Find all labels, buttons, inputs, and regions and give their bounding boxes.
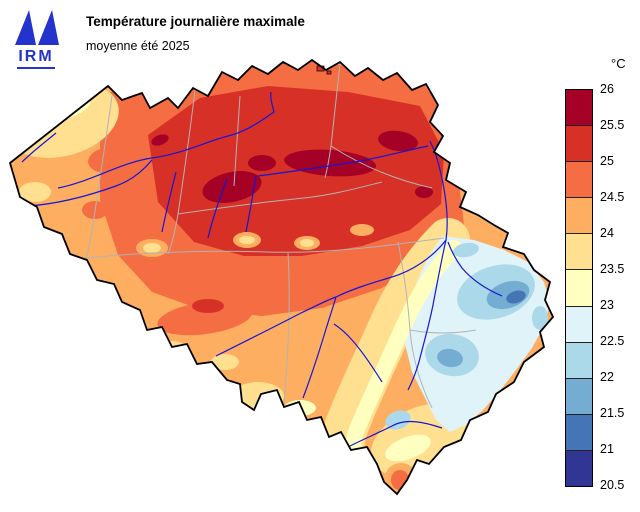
title-block: Température journalière maximale moyenne… (86, 8, 305, 53)
legend-tick-label: 22.5 (600, 334, 625, 348)
legend-unit-label: °C (611, 56, 626, 71)
legend-band (566, 377, 592, 414)
legend-tick-label: 20.5 (600, 478, 625, 492)
irm-logo-text: IRM (17, 48, 55, 69)
legend-band (566, 269, 592, 306)
legend: °C 26 25.5 25 24.5 24 23.5 23 22.5 22 21.5 21 20.5 (565, 56, 636, 492)
legend-tick-label: 21.5 (600, 406, 625, 420)
page-subtitle: moyenne été 2025 (86, 39, 190, 53)
legend-colorbar (565, 89, 593, 487)
rivers (21, 91, 503, 457)
legend-tick-label: 26 (600, 82, 614, 96)
temperature-contour-fills (10, 60, 550, 493)
legend-tick-label: 25 (600, 154, 614, 168)
legend-ticks: 26 25.5 25 24.5 24 23.5 23 22.5 22 21.5 21 20.5 (600, 82, 636, 492)
legend-tick-label: 23.5 (600, 262, 625, 276)
irm-logo: IRM (10, 8, 62, 69)
legend-band (566, 90, 592, 126)
legend-band (566, 449, 592, 487)
legend-tick-label: 21 (600, 442, 614, 456)
legend-body: 26 25.5 25 24.5 24 23.5 23 22.5 22 21.5 21 20.5 (565, 82, 636, 492)
page-title: Température journalière maximale (86, 14, 305, 29)
legend-band (566, 305, 592, 342)
province-borders (85, 63, 477, 409)
legend-tick-label: 22 (600, 370, 614, 384)
legend-band (566, 125, 592, 162)
legend-band (566, 197, 592, 234)
legend-band (566, 341, 592, 378)
legend-band (566, 413, 592, 450)
map-layers (10, 60, 553, 494)
legend-band (566, 161, 592, 198)
legend-tick-label: 24 (600, 226, 614, 240)
legend-band (566, 233, 592, 270)
irm-logo-icon (15, 10, 59, 45)
legend-tick-label: 23 (600, 298, 614, 312)
header: IRM Température journalière maximale moy… (10, 8, 305, 69)
legend-tick-label: 25.5 (600, 118, 625, 132)
legend-tick-label: 24.5 (600, 190, 625, 204)
